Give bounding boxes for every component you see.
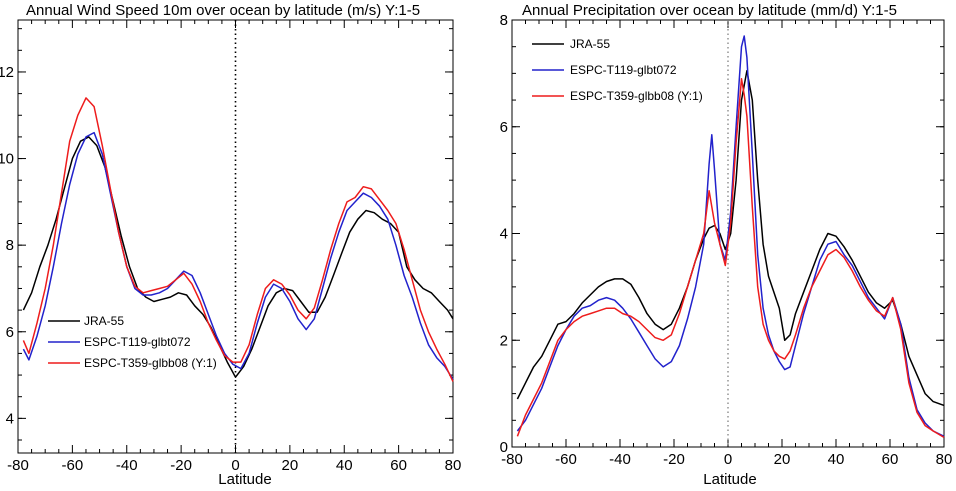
precip-legend-label-jra-55: JRA-55 [570, 37, 610, 51]
wind-y-tick-label: 10 [0, 151, 14, 168]
precip-legend-label-espc-t119-glbt072: ESPC-T119-glbt072 [570, 63, 677, 77]
precip-x-tick-label: 0 [724, 451, 732, 468]
precip-y-tick-label: 6 [500, 119, 508, 136]
wind-y-tick-label: 8 [6, 237, 14, 254]
precip-x-tick-label: 40 [828, 451, 845, 468]
precip-series-line-espc-t119-glbt072 [516, 35, 945, 437]
precip-y-tick-label: 0 [500, 439, 508, 456]
wind-x-tick-label: 60 [390, 457, 407, 474]
precip-x-tick-label: 80 [936, 451, 953, 468]
precip-x-tick-label: 20 [774, 451, 791, 468]
precip-y-tick-label: 4 [500, 226, 508, 243]
wind-y-tick-label: 4 [6, 410, 14, 427]
wind-x-tick-label: -40 [116, 457, 138, 474]
precip-y-tick-label: 2 [500, 332, 508, 349]
wind-chart-title: Annual Wind Speed 10m over ocean by lati… [26, 2, 420, 19]
wind-series-line-espc-t119-glbt072 [22, 131, 454, 380]
wind-x-tick-label: -80 [7, 457, 29, 474]
precip-series-line-jra-55 [516, 69, 945, 407]
wind-legend-label-espc-t359-glbb08-y-1: ESPC-T359-glbb08 (Y:1) [84, 356, 217, 370]
wind-chart-x-axis-label: Latitude [218, 471, 271, 488]
precipitation-chart: Annual Precipitation over ocean by latit… [500, 2, 953, 488]
precip-legend-label-espc-t359-glbb08-y-1: ESPC-T359-glbb08 (Y:1) [570, 89, 703, 103]
precip-y-tick-label: 8 [500, 12, 508, 29]
wind-x-tick-label: 80 [445, 457, 462, 474]
wind-speed-chart: Annual Wind Speed 10m over ocean by lati… [0, 2, 461, 488]
precip-chart-x-axis-label: Latitude [703, 471, 756, 488]
wind-x-tick-label: -20 [170, 457, 192, 474]
wind-x-tick-label: 40 [336, 457, 353, 474]
wind-x-tick-label: 0 [231, 457, 239, 474]
precip-x-tick-label: -20 [663, 451, 685, 468]
wind-legend-label-jra-55: JRA-55 [84, 314, 124, 328]
wind-y-tick-label: 6 [6, 324, 14, 341]
wind-series-line-espc-t359-glbb08-y-1 [22, 97, 454, 382]
wind-x-tick-label: 20 [282, 457, 299, 474]
precip-x-tick-label: -60 [555, 451, 577, 468]
precip-x-tick-label: 60 [882, 451, 899, 468]
wind-y-tick-label: 12 [0, 64, 14, 81]
precip-x-tick-label: -80 [501, 451, 523, 468]
precip-series-line-espc-t359-glbb08-y-1 [516, 77, 945, 439]
wind-series-line-jra-55 [22, 136, 454, 378]
wind-x-tick-label: -60 [62, 457, 84, 474]
precip-x-tick-label: -40 [609, 451, 631, 468]
wind-legend-label-espc-t119-glbt072: ESPC-T119-glbt072 [84, 335, 191, 349]
precip-chart-title: Annual Precipitation over ocean by latit… [522, 2, 897, 19]
